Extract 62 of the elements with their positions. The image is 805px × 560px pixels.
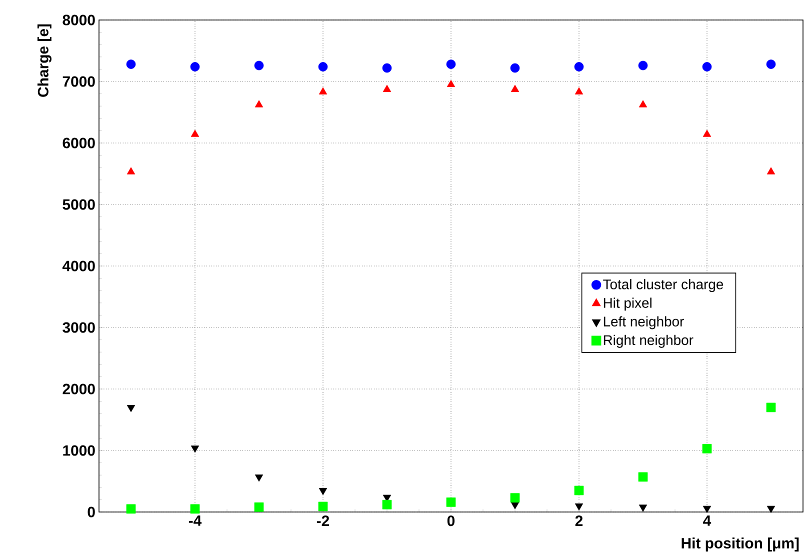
point [446,497,456,507]
x-tick-label: 0 [447,516,455,526]
point [318,87,328,94]
x-axis-title: Hit position [μm] [682,538,799,552]
point [510,63,520,73]
legend-label: Total cluster charge [603,279,724,292]
point [638,100,648,108]
y-tick-label: 2000 [62,384,95,394]
point [126,504,136,514]
point [574,62,584,72]
point [254,474,264,482]
point [574,503,584,511]
x-tick-label: -4 [188,516,202,526]
point [190,62,200,72]
point [510,493,520,503]
legend-label: Hit pixel [604,298,652,311]
point [190,130,200,137]
point [382,500,392,510]
point [574,486,584,496]
point [446,80,456,88]
x-tick-label: 4 [703,516,712,526]
legend-label: Left neighbor [604,316,684,330]
point [766,60,776,69]
x-tick-label: 2 [575,516,583,526]
point [702,130,712,137]
point [318,488,328,496]
y-tick-label: 7000 [62,76,95,87]
y-tick-label: 3000 [62,322,95,333]
point [190,504,200,514]
point [446,60,456,69]
point [638,504,648,512]
x-tick-label: -2 [316,516,330,526]
point [638,472,648,482]
point [254,60,264,70]
point [702,62,712,72]
point [638,60,648,70]
point [702,506,712,513]
point [574,87,584,94]
y-tick-label: 0 [88,506,95,518]
y-axis-title: Charge [e] [37,24,52,97]
point [510,84,520,92]
point [702,444,712,454]
point [766,402,776,412]
point [318,502,328,512]
point [254,502,264,512]
point [382,63,392,73]
point [510,502,520,510]
point [126,60,136,69]
point [126,405,136,412]
y-tick-label: 5000 [62,199,95,210]
legend-label: Right neighbor [604,334,694,348]
y-tick-label: 4000 [62,260,95,272]
y-tick-label: 1000 [63,445,95,456]
point [766,506,776,513]
point [126,167,136,174]
y-tick-label: 6000 [62,138,95,148]
point [190,446,200,453]
point [766,167,776,174]
y-tick-label: 8000 [62,14,95,26]
point [382,84,392,92]
point [254,100,264,108]
point [318,62,328,72]
